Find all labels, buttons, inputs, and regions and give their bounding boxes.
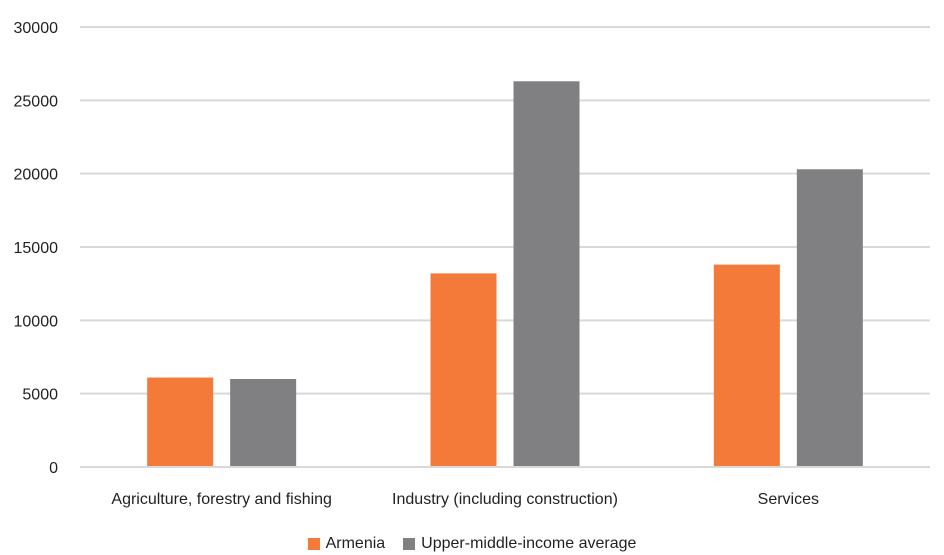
y-axis-ticks: 0 5000 10000 15000 20000 25000 30000 bbox=[14, 20, 59, 477]
y-tick-label: 10000 bbox=[14, 313, 59, 330]
bar-chart: 0 5000 10000 15000 20000 25000 30000 Agricultu… bbox=[14, 20, 930, 508]
bar-upper-middle-income-average-1 bbox=[513, 81, 580, 468]
legend-item-armenia: Armenia bbox=[307, 535, 386, 553]
legend-label-armenia: Armenia bbox=[325, 535, 386, 552]
x-category-label: Industry (including construction) bbox=[392, 491, 618, 508]
y-tick-label: 20000 bbox=[14, 167, 59, 184]
legend-label-upper-middle-income: Upper-middle-income average bbox=[421, 535, 637, 552]
legend-swatch-upper-middle-income bbox=[403, 538, 416, 550]
gridlines bbox=[80, 26, 930, 468]
legend: Armenia Upper-middle-income average bbox=[0, 533, 944, 555]
y-tick-label: 15000 bbox=[14, 240, 59, 257]
bars bbox=[147, 81, 863, 468]
y-tick-label: 5000 bbox=[22, 387, 58, 404]
legend-swatch-armenia bbox=[307, 538, 320, 550]
bar-upper-middle-income-average-2 bbox=[796, 169, 863, 467]
x-category-label: Agriculture, forestry and fishing bbox=[111, 491, 332, 508]
y-tick-label: 30000 bbox=[14, 20, 59, 37]
x-category-label: Services bbox=[758, 491, 819, 508]
bar-armenia-1 bbox=[430, 273, 497, 467]
y-tick-label: 0 bbox=[49, 460, 58, 477]
bar-upper-middle-income-average-0 bbox=[230, 379, 297, 467]
legend-item-upper-middle-income: Upper-middle-income average bbox=[403, 535, 636, 553]
bar-armenia-2 bbox=[713, 264, 780, 467]
bar-armenia-0 bbox=[147, 377, 214, 467]
x-axis-labels: Agriculture, forestry and fishing Industr… bbox=[80, 466, 930, 508]
y-tick-label: 25000 bbox=[14, 93, 59, 110]
